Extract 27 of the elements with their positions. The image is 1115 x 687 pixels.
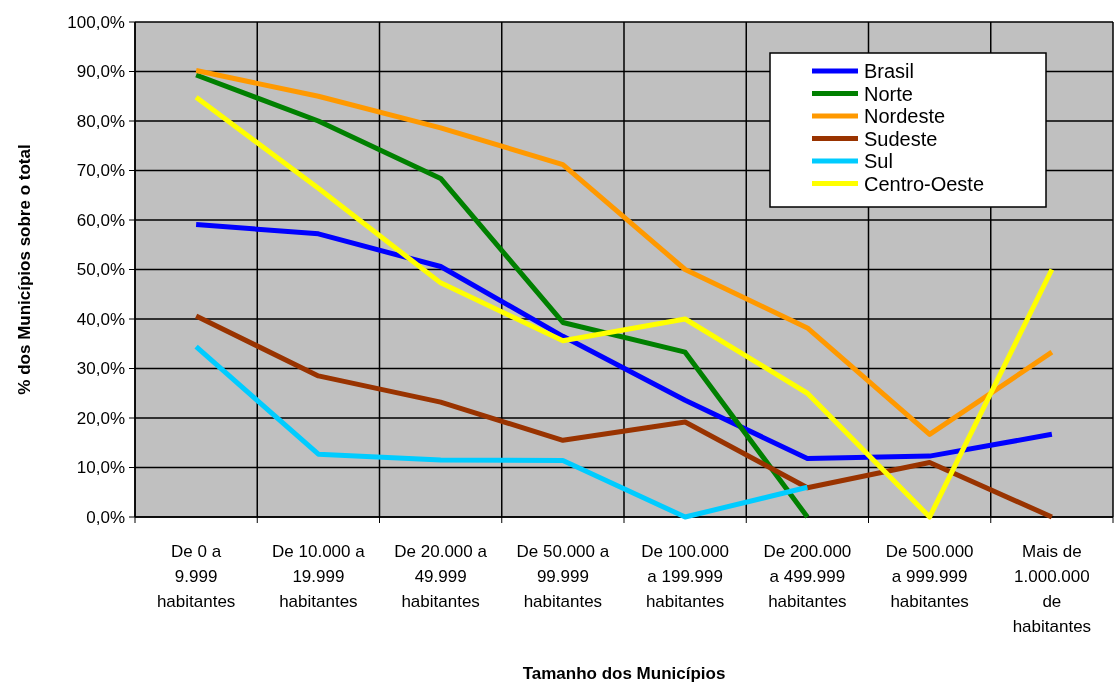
y-tick-label: 70,0% bbox=[76, 161, 125, 181]
legend-label: Sudeste bbox=[864, 127, 938, 150]
legend-label: Norte bbox=[864, 82, 913, 105]
legend-label: Nordeste bbox=[864, 105, 946, 127]
x-tick-label: De 500.000 a 999.999 habitantes bbox=[885, 542, 974, 611]
x-axis-title: Tamanho dos Municípios bbox=[522, 664, 726, 683]
legend-label: Brasil bbox=[864, 60, 915, 82]
y-tick-label: 30,0% bbox=[76, 359, 125, 379]
x-tick-label: De 0 a 9.999 habitantes bbox=[156, 542, 236, 611]
y-axis-title: % dos Municípios sobre o total bbox=[14, 144, 34, 395]
x-tick-label: De 20.000 a 49.999 habitantes bbox=[394, 542, 488, 611]
x-tick-label: De 10.000 a 19.999 habitantes bbox=[272, 542, 366, 611]
y-tick-label: 40,0% bbox=[76, 309, 125, 329]
x-tick-label: De 50.000 a 99.999 habitantes bbox=[516, 542, 610, 611]
legend-label: Sul bbox=[864, 150, 893, 172]
y-tick-label: 50,0% bbox=[76, 260, 125, 280]
x-tick-label: De 200.000 a 499.999 habitantes bbox=[763, 542, 852, 611]
y-tick-label: 80,0% bbox=[76, 111, 125, 131]
x-tick-label: De 100.000 a 199.999 habitantes bbox=[641, 542, 730, 611]
y-tick-label: 60,0% bbox=[76, 210, 125, 230]
x-tick-label: Mais de 1.000.000 de habitantes bbox=[1012, 542, 1092, 636]
y-tick-label: 20,0% bbox=[76, 408, 125, 428]
y-tick-label: 10,0% bbox=[76, 458, 125, 478]
y-tick-label: 90,0% bbox=[76, 62, 125, 82]
y-tick-label: 100,0% bbox=[67, 12, 125, 32]
y-tick-label: 0,0% bbox=[86, 507, 125, 527]
legend-label: Centro-Oeste bbox=[864, 172, 985, 195]
